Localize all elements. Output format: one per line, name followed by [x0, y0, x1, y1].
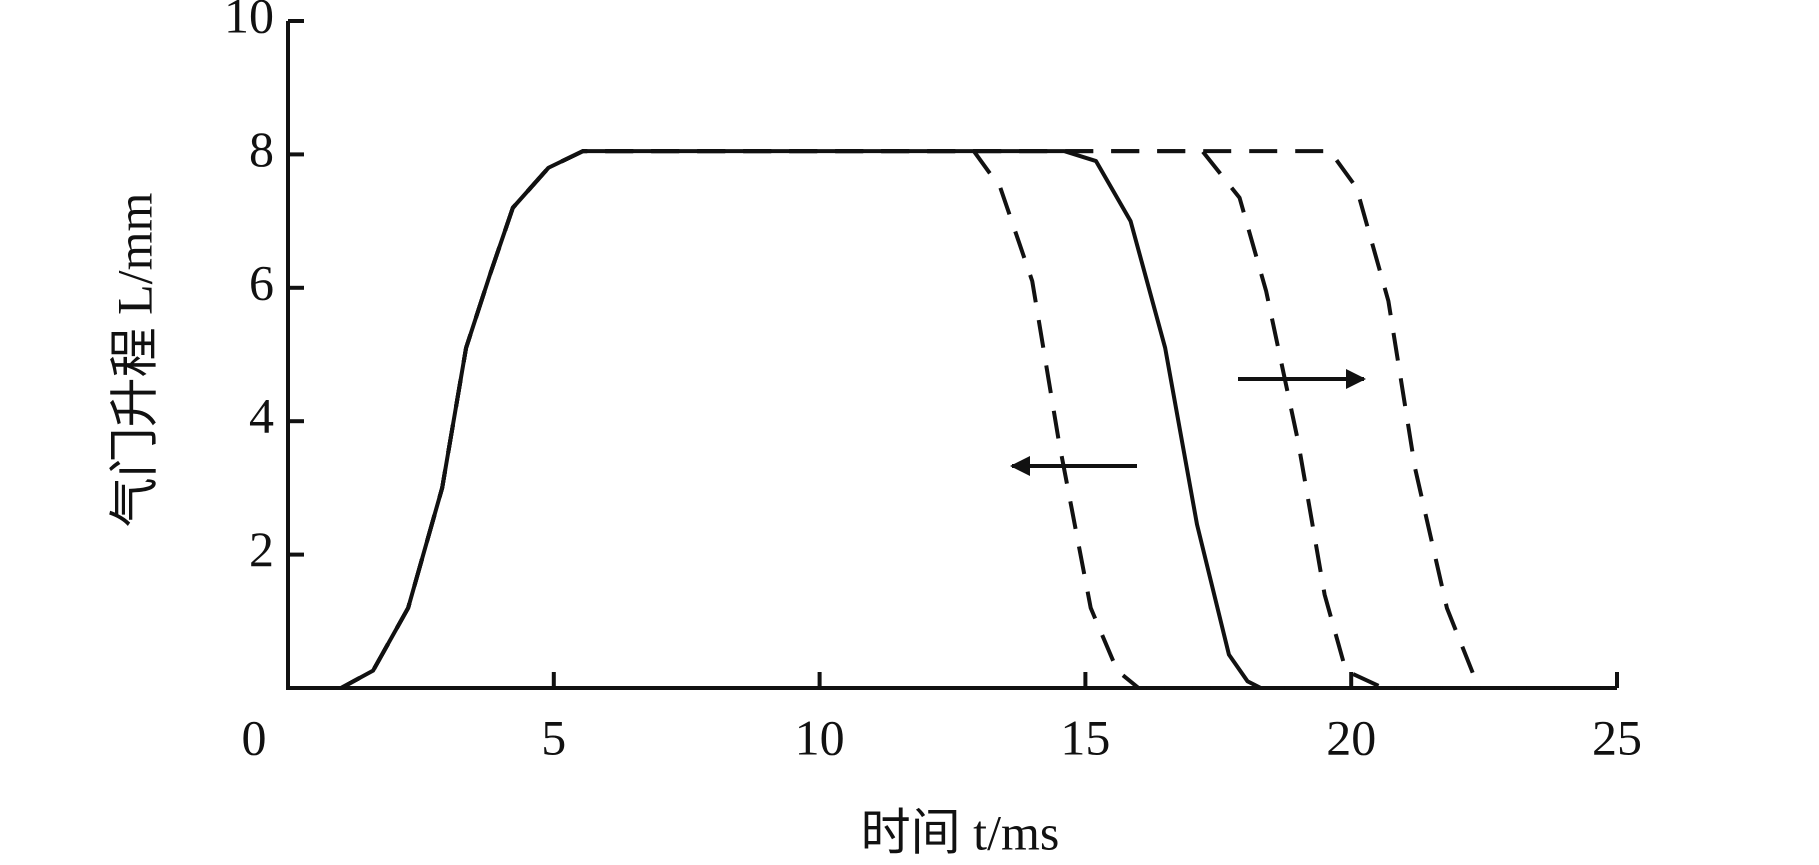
- y-axis-label: 气门升程 L/mm: [106, 193, 162, 528]
- x-tick-label: 15: [1060, 709, 1110, 765]
- x-tick-label: 0: [242, 709, 267, 765]
- x-tick-label: 10: [795, 709, 845, 765]
- x-tick-label: 25: [1592, 709, 1642, 765]
- y-tick-label: 2: [249, 521, 274, 577]
- series-line: [288, 149, 1617, 690]
- y-tick-label: 6: [249, 254, 274, 310]
- x-axis-label: 时间 t/ms: [861, 804, 1060, 860]
- series-line: [288, 149, 1617, 690]
- x-tick-label: 5: [541, 709, 566, 765]
- y-tick-label: 4: [249, 388, 274, 444]
- series-line: [288, 149, 1617, 690]
- y-tick-label: 8: [249, 121, 274, 177]
- x-tick-label: 20: [1326, 709, 1376, 765]
- series-line: [288, 149, 1617, 690]
- y-tick-label: 10: [224, 0, 274, 43]
- axes: [286, 21, 1617, 690]
